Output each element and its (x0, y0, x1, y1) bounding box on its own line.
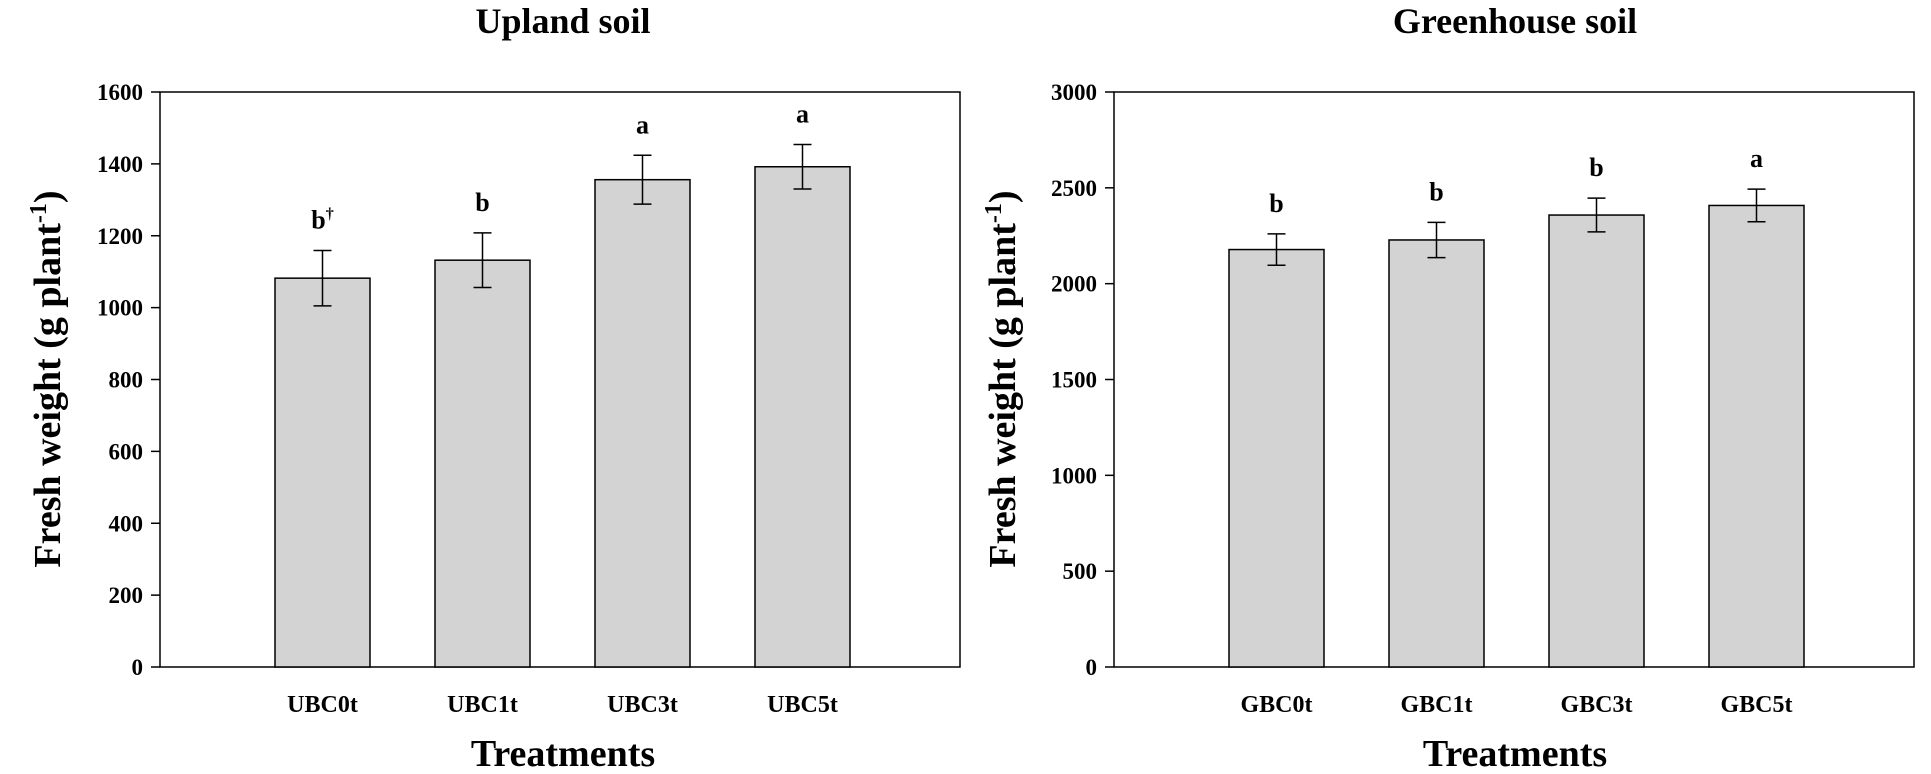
x-tick-label: UBC3t (607, 692, 678, 718)
x-axis-title: Treatments (471, 733, 655, 774)
y-axis-title-close: ) (27, 190, 69, 203)
y-axis: 0 200 400 600 800 1000 1200 1400 1600 (97, 80, 160, 680)
bar (754, 166, 851, 668)
y-tick-label: 1000 (97, 296, 143, 321)
bar (1388, 239, 1485, 668)
y-tick-label: 500 (1063, 559, 1098, 584)
significance-letter: b (1269, 189, 1283, 218)
x-tick-label: UBC1t (447, 692, 518, 718)
x-tick-label: GBC5t (1721, 692, 1793, 718)
y-axis-title-main: Fresh weight (g plant (27, 223, 69, 568)
chart-title: Upland soil (475, 1, 650, 41)
y-tick-label: 600 (109, 439, 144, 464)
significance-label: b (1269, 189, 1283, 218)
significance-label: b (475, 188, 489, 217)
bar (594, 178, 691, 668)
x-axis-title: Treatments (1423, 733, 1607, 774)
y-tick-label: 400 (109, 511, 144, 536)
chart-title: Greenhouse soil (1393, 1, 1637, 41)
x-tick-label: GBC1t (1401, 692, 1473, 718)
y-tick-label: 1500 (1051, 368, 1097, 393)
bar (434, 259, 531, 668)
significance-superscript: † (326, 205, 334, 222)
significance-label: a (636, 110, 649, 139)
significance-letter: b (1429, 177, 1443, 206)
y-tick-label: 0 (132, 655, 144, 680)
y-tick-label: 1400 (97, 152, 143, 177)
x-tick-label: UBC0t (287, 692, 358, 718)
y-axis-title-close: ) (982, 190, 1024, 203)
significance-letter: b (311, 205, 325, 234)
bar (1708, 204, 1805, 668)
y-axis-title: Fresh weight (g plant-1) (26, 190, 69, 567)
y-axis-title: Fresh weight (g plant-1) (981, 190, 1024, 567)
y-tick-label: 1600 (97, 80, 143, 105)
x-tick-label: UBC5t (767, 692, 838, 718)
bar (274, 277, 371, 668)
bar (1228, 248, 1325, 668)
y-axis-title-sup: -1 (981, 203, 1007, 223)
significance-letter: b (475, 188, 489, 217)
significance-label: a (796, 99, 809, 128)
significance-letter: b (1589, 153, 1603, 182)
significance-letter: a (1750, 144, 1763, 173)
y-tick-label: 1200 (97, 224, 143, 249)
significance-label: b (1429, 177, 1443, 206)
bar-series: b GBC0t b GBC1t b GBC3t a GBC5t (1228, 144, 1805, 718)
x-tick-label: GBC3t (1561, 692, 1633, 718)
y-tick-label: 3000 (1051, 80, 1097, 105)
y-tick-label: 2000 (1051, 272, 1097, 297)
x-tick-label: GBC0t (1241, 692, 1313, 718)
y-tick-label: 800 (109, 368, 144, 393)
upland-soil-chart: Upland soil 0 200 400 600 800 1000 1200 1400 160… (26, 1, 961, 774)
y-axis-title-sup: -1 (26, 203, 52, 223)
significance-label: a (1750, 144, 1763, 173)
significance-letter: a (796, 99, 809, 128)
y-tick-label: 200 (109, 583, 144, 608)
significance-letter: a (636, 110, 649, 139)
bar (1548, 214, 1645, 668)
y-axis: 0 500 1000 1500 2000 2500 3000 (1051, 80, 1114, 680)
y-tick-label: 0 (1086, 655, 1098, 680)
y-axis-title-main: Fresh weight (g plant (982, 223, 1024, 568)
significance-label: b† (311, 205, 333, 234)
y-tick-label: 1000 (1051, 463, 1097, 488)
greenhouse-soil-chart: Greenhouse soil 0 500 1000 1500 2000 2500 3000… (981, 1, 1915, 774)
significance-label: b (1589, 153, 1603, 182)
y-tick-label: 2500 (1051, 176, 1097, 201)
